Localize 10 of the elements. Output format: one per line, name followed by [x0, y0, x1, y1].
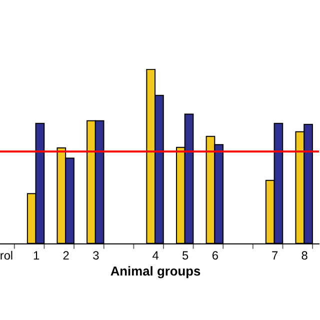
x-tick-label: rol	[0, 248, 14, 263]
x-tick-label: 2	[62, 248, 70, 263]
x-axis-title: Animal groups	[110, 264, 201, 279]
x-tick-label: 8	[301, 248, 308, 263]
x-tick-label: 7	[271, 248, 278, 263]
x-tick-label: 3	[92, 248, 100, 263]
x-tick-label: 1	[32, 248, 40, 263]
x-tick-label: 4	[152, 248, 160, 263]
x-tick-label: 6	[212, 248, 219, 263]
x-tick-label: 5	[182, 248, 190, 263]
